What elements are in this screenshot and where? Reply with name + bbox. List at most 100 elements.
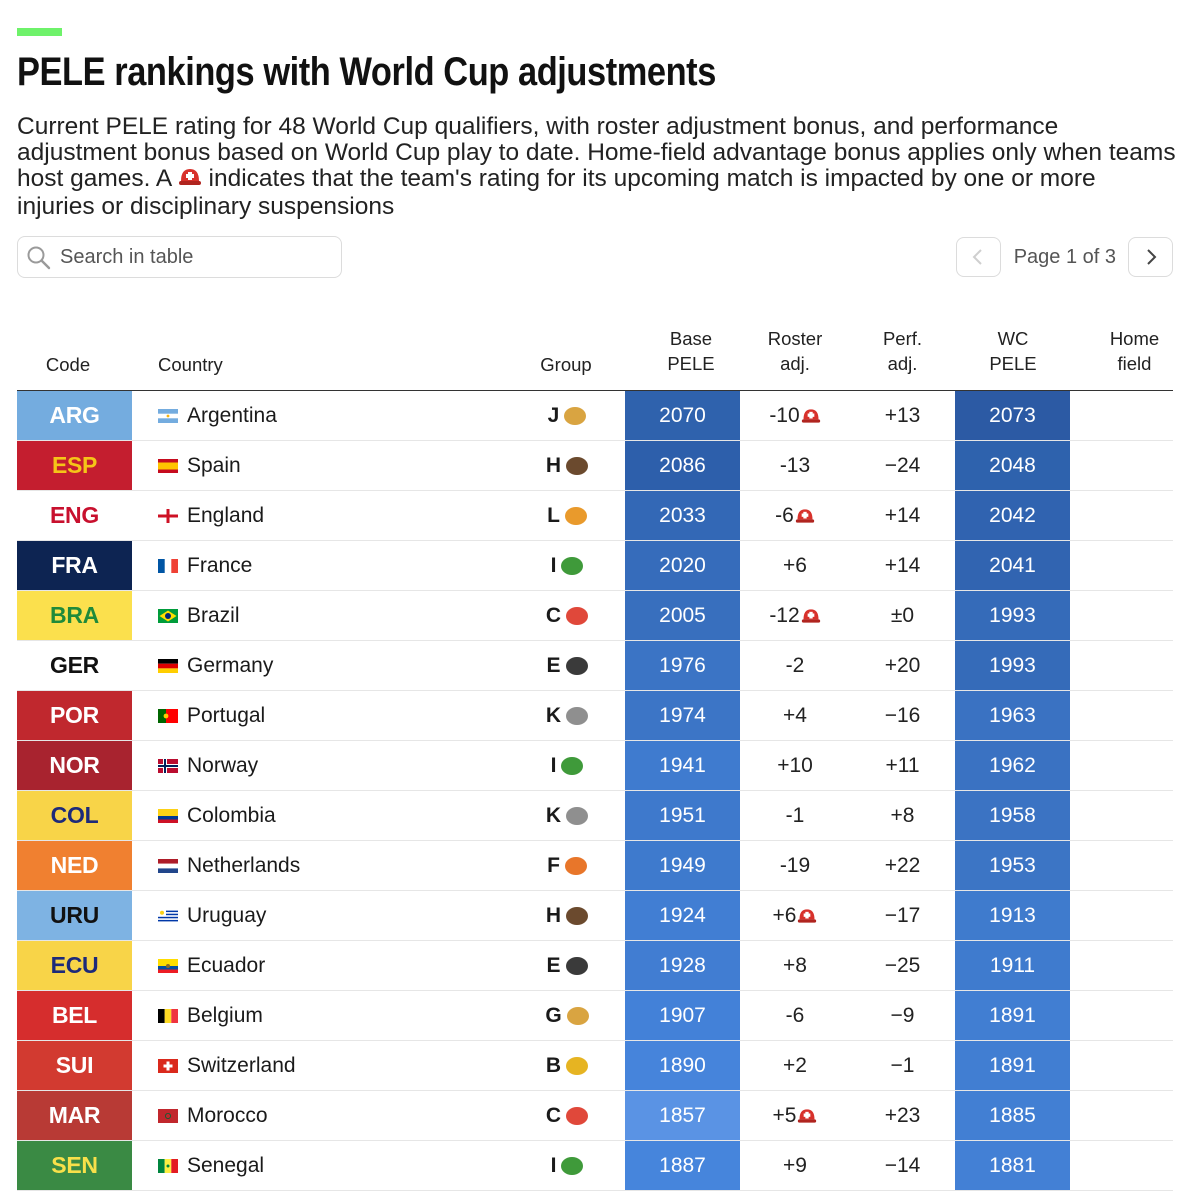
table-row[interactable]: NOR Norway I 1941 +10 +11 1962	[17, 741, 1173, 791]
team-code: MAR	[17, 1091, 132, 1140]
crab-icon	[566, 1106, 589, 1125]
country-cell: Belgium	[158, 991, 488, 1040]
chevron-right-icon	[1146, 249, 1156, 265]
table-row[interactable]: COL Colombia K 1951 -1 +8 1958	[17, 791, 1173, 841]
injury-icon	[798, 908, 817, 923]
base-pele: 2070	[625, 391, 740, 440]
group-letter: I	[550, 754, 557, 777]
country-name: Colombia	[187, 804, 276, 827]
col-header-roster-adj[interactable]: Roster adj.	[767, 328, 823, 374]
team-code: BRA	[17, 591, 132, 640]
col-header-group[interactable]: Group	[540, 354, 592, 375]
team-code: ARG	[17, 391, 132, 440]
col-header-home-field[interactable]: Home field	[1109, 328, 1160, 374]
perf-adj: −17	[884, 904, 921, 927]
perf-adj: −25	[884, 954, 921, 977]
roster-adj-value: -12	[769, 604, 800, 627]
country-name: Brazil	[187, 604, 240, 627]
search-box[interactable]	[17, 236, 342, 278]
team-code: ECU	[17, 941, 132, 990]
perf-adj: +14	[884, 504, 921, 527]
country-name: Germany	[187, 654, 274, 677]
country-cell: Ecuador	[158, 941, 488, 990]
flag-icon	[158, 658, 178, 673]
home-field	[1070, 591, 1173, 640]
team-code: BEL	[17, 991, 132, 1040]
subtitle-text-2: indicates that the team's rating for its…	[17, 165, 1096, 220]
roster-adj-value: -19	[779, 854, 811, 877]
search-input[interactable]	[60, 243, 330, 271]
roster-adj-value: -1	[785, 804, 805, 827]
col-header-base-pele[interactable]: Base PELE	[667, 328, 715, 374]
next-page-button[interactable]	[1128, 237, 1173, 277]
team-code: SEN	[17, 1141, 132, 1190]
base-pele: 2005	[625, 591, 740, 640]
table-row[interactable]: MAR Morocco C 1857 +5 +23 1885	[17, 1091, 1173, 1141]
wc-pele: 2048	[955, 441, 1070, 490]
cheetah-icon	[564, 406, 587, 425]
base-pele: 1857	[625, 1091, 740, 1140]
table-row[interactable]: SEN Senegal I 1887 +9 −14 1881	[17, 1141, 1173, 1191]
group-cell: L	[512, 491, 622, 540]
col-header-wc-pele[interactable]: WC PELE	[989, 328, 1037, 374]
lizard-icon	[561, 556, 584, 575]
roster-adj: +6	[740, 541, 850, 590]
roster-adj-value: -13	[779, 454, 811, 477]
eagle-icon	[565, 656, 588, 675]
flag-icon	[158, 908, 178, 923]
group-letter: F	[547, 854, 560, 877]
perf-adj: +23	[884, 1104, 921, 1127]
roster-adj: +6	[740, 891, 850, 940]
country-name: Senegal	[187, 1154, 265, 1177]
fox-icon	[564, 856, 587, 875]
base-pele: 1974	[625, 691, 740, 740]
country-cell: Argentina	[158, 391, 488, 440]
table-row[interactable]: ECU Ecuador E 1928 +8 −25 1911	[17, 941, 1173, 991]
flag-icon	[158, 708, 178, 723]
country-cell: Portugal	[158, 691, 488, 740]
table-row[interactable]: ENG England L 2033 -6 +14 2042	[17, 491, 1173, 541]
flag-icon	[158, 958, 178, 973]
roster-adj: -6	[740, 991, 850, 1040]
roster-adj: -19	[740, 841, 850, 890]
country-name: Switzerland	[187, 1054, 296, 1077]
col-header-code[interactable]: Code	[45, 354, 91, 375]
injury-icon	[798, 1108, 817, 1123]
home-field	[1070, 891, 1173, 940]
table-row[interactable]: FRA France I 2020 +6 +14 2041	[17, 541, 1173, 591]
prev-page-button[interactable]	[955, 237, 1001, 277]
group-letter: H	[545, 454, 562, 477]
roster-adj-value: -10	[769, 404, 800, 427]
roster-adj-value: +2	[783, 1054, 807, 1077]
flag-icon	[158, 1058, 178, 1073]
perf-adj: +8	[890, 804, 915, 827]
table-row[interactable]: URU Uruguay H 1924 +6 −17 1913	[17, 891, 1173, 941]
table-row[interactable]: ESP Spain H 2086 -13 −24 2048	[17, 441, 1173, 491]
group-cell: H	[512, 441, 622, 490]
base-pele: 1976	[625, 641, 740, 690]
wc-pele: 1885	[955, 1091, 1070, 1140]
country-name: Ecuador	[187, 954, 266, 977]
table-row[interactable]: ARG Argentina J 2070 -10 +13 2073	[17, 391, 1173, 441]
table-row[interactable]: BRA Brazil C 2005 -12 ±0 1993	[17, 591, 1173, 641]
perf-adj: +13	[884, 404, 921, 427]
country-cell: Colombia	[158, 791, 488, 840]
perf-adj: +22	[884, 854, 921, 877]
roster-adj-value: -2	[785, 654, 805, 677]
group-cell: E	[512, 641, 622, 690]
col-header-perf-adj[interactable]: Perf. adj.	[882, 328, 923, 374]
group-letter: L	[547, 504, 560, 527]
home-field	[1070, 1091, 1173, 1140]
table-row[interactable]: SUI Switzerland B 1890 +2 −1 1891	[17, 1041, 1173, 1091]
search-icon	[26, 245, 52, 271]
roster-adj: +9	[740, 1141, 850, 1190]
bee-icon	[566, 1056, 589, 1075]
col-header-country[interactable]: Country	[158, 354, 223, 375]
country-name: Uruguay	[187, 904, 267, 927]
table-row[interactable]: POR Portugal K 1974 +4 −16 1963	[17, 691, 1173, 741]
table-row[interactable]: NED Netherlands F 1949 -19 +22 1953	[17, 841, 1173, 891]
table-row[interactable]: BEL Belgium G 1907 -6 −9 1891	[17, 991, 1173, 1041]
base-pele: 1887	[625, 1141, 740, 1190]
group-letter: J	[547, 404, 560, 427]
table-row[interactable]: GER Germany E 1976 -2 +20 1993	[17, 641, 1173, 691]
